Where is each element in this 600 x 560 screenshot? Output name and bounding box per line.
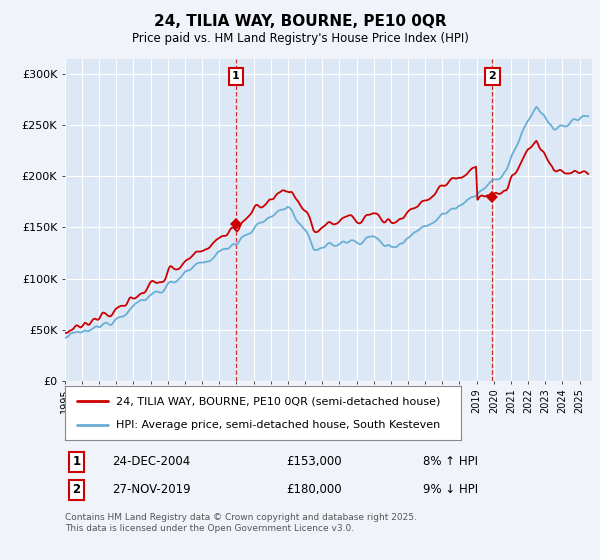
Text: £153,000: £153,000: [286, 455, 341, 468]
Text: 2: 2: [73, 483, 80, 496]
Text: £180,000: £180,000: [286, 483, 341, 496]
Text: Price paid vs. HM Land Registry's House Price Index (HPI): Price paid vs. HM Land Registry's House …: [131, 32, 469, 45]
Text: 1: 1: [73, 455, 80, 468]
Text: 8% ↑ HPI: 8% ↑ HPI: [423, 455, 478, 468]
Text: 1: 1: [232, 71, 240, 81]
Text: 24-DEC-2004: 24-DEC-2004: [112, 455, 190, 468]
Text: 27-NOV-2019: 27-NOV-2019: [112, 483, 191, 496]
Text: 2: 2: [488, 71, 496, 81]
Text: Contains HM Land Registry data © Crown copyright and database right 2025.
This d: Contains HM Land Registry data © Crown c…: [65, 513, 416, 533]
Text: 24, TILIA WAY, BOURNE, PE10 0QR (semi-detached house): 24, TILIA WAY, BOURNE, PE10 0QR (semi-de…: [116, 396, 440, 407]
Text: HPI: Average price, semi-detached house, South Kesteven: HPI: Average price, semi-detached house,…: [116, 419, 440, 430]
Text: 9% ↓ HPI: 9% ↓ HPI: [423, 483, 478, 496]
Text: 24, TILIA WAY, BOURNE, PE10 0QR: 24, TILIA WAY, BOURNE, PE10 0QR: [154, 14, 446, 29]
